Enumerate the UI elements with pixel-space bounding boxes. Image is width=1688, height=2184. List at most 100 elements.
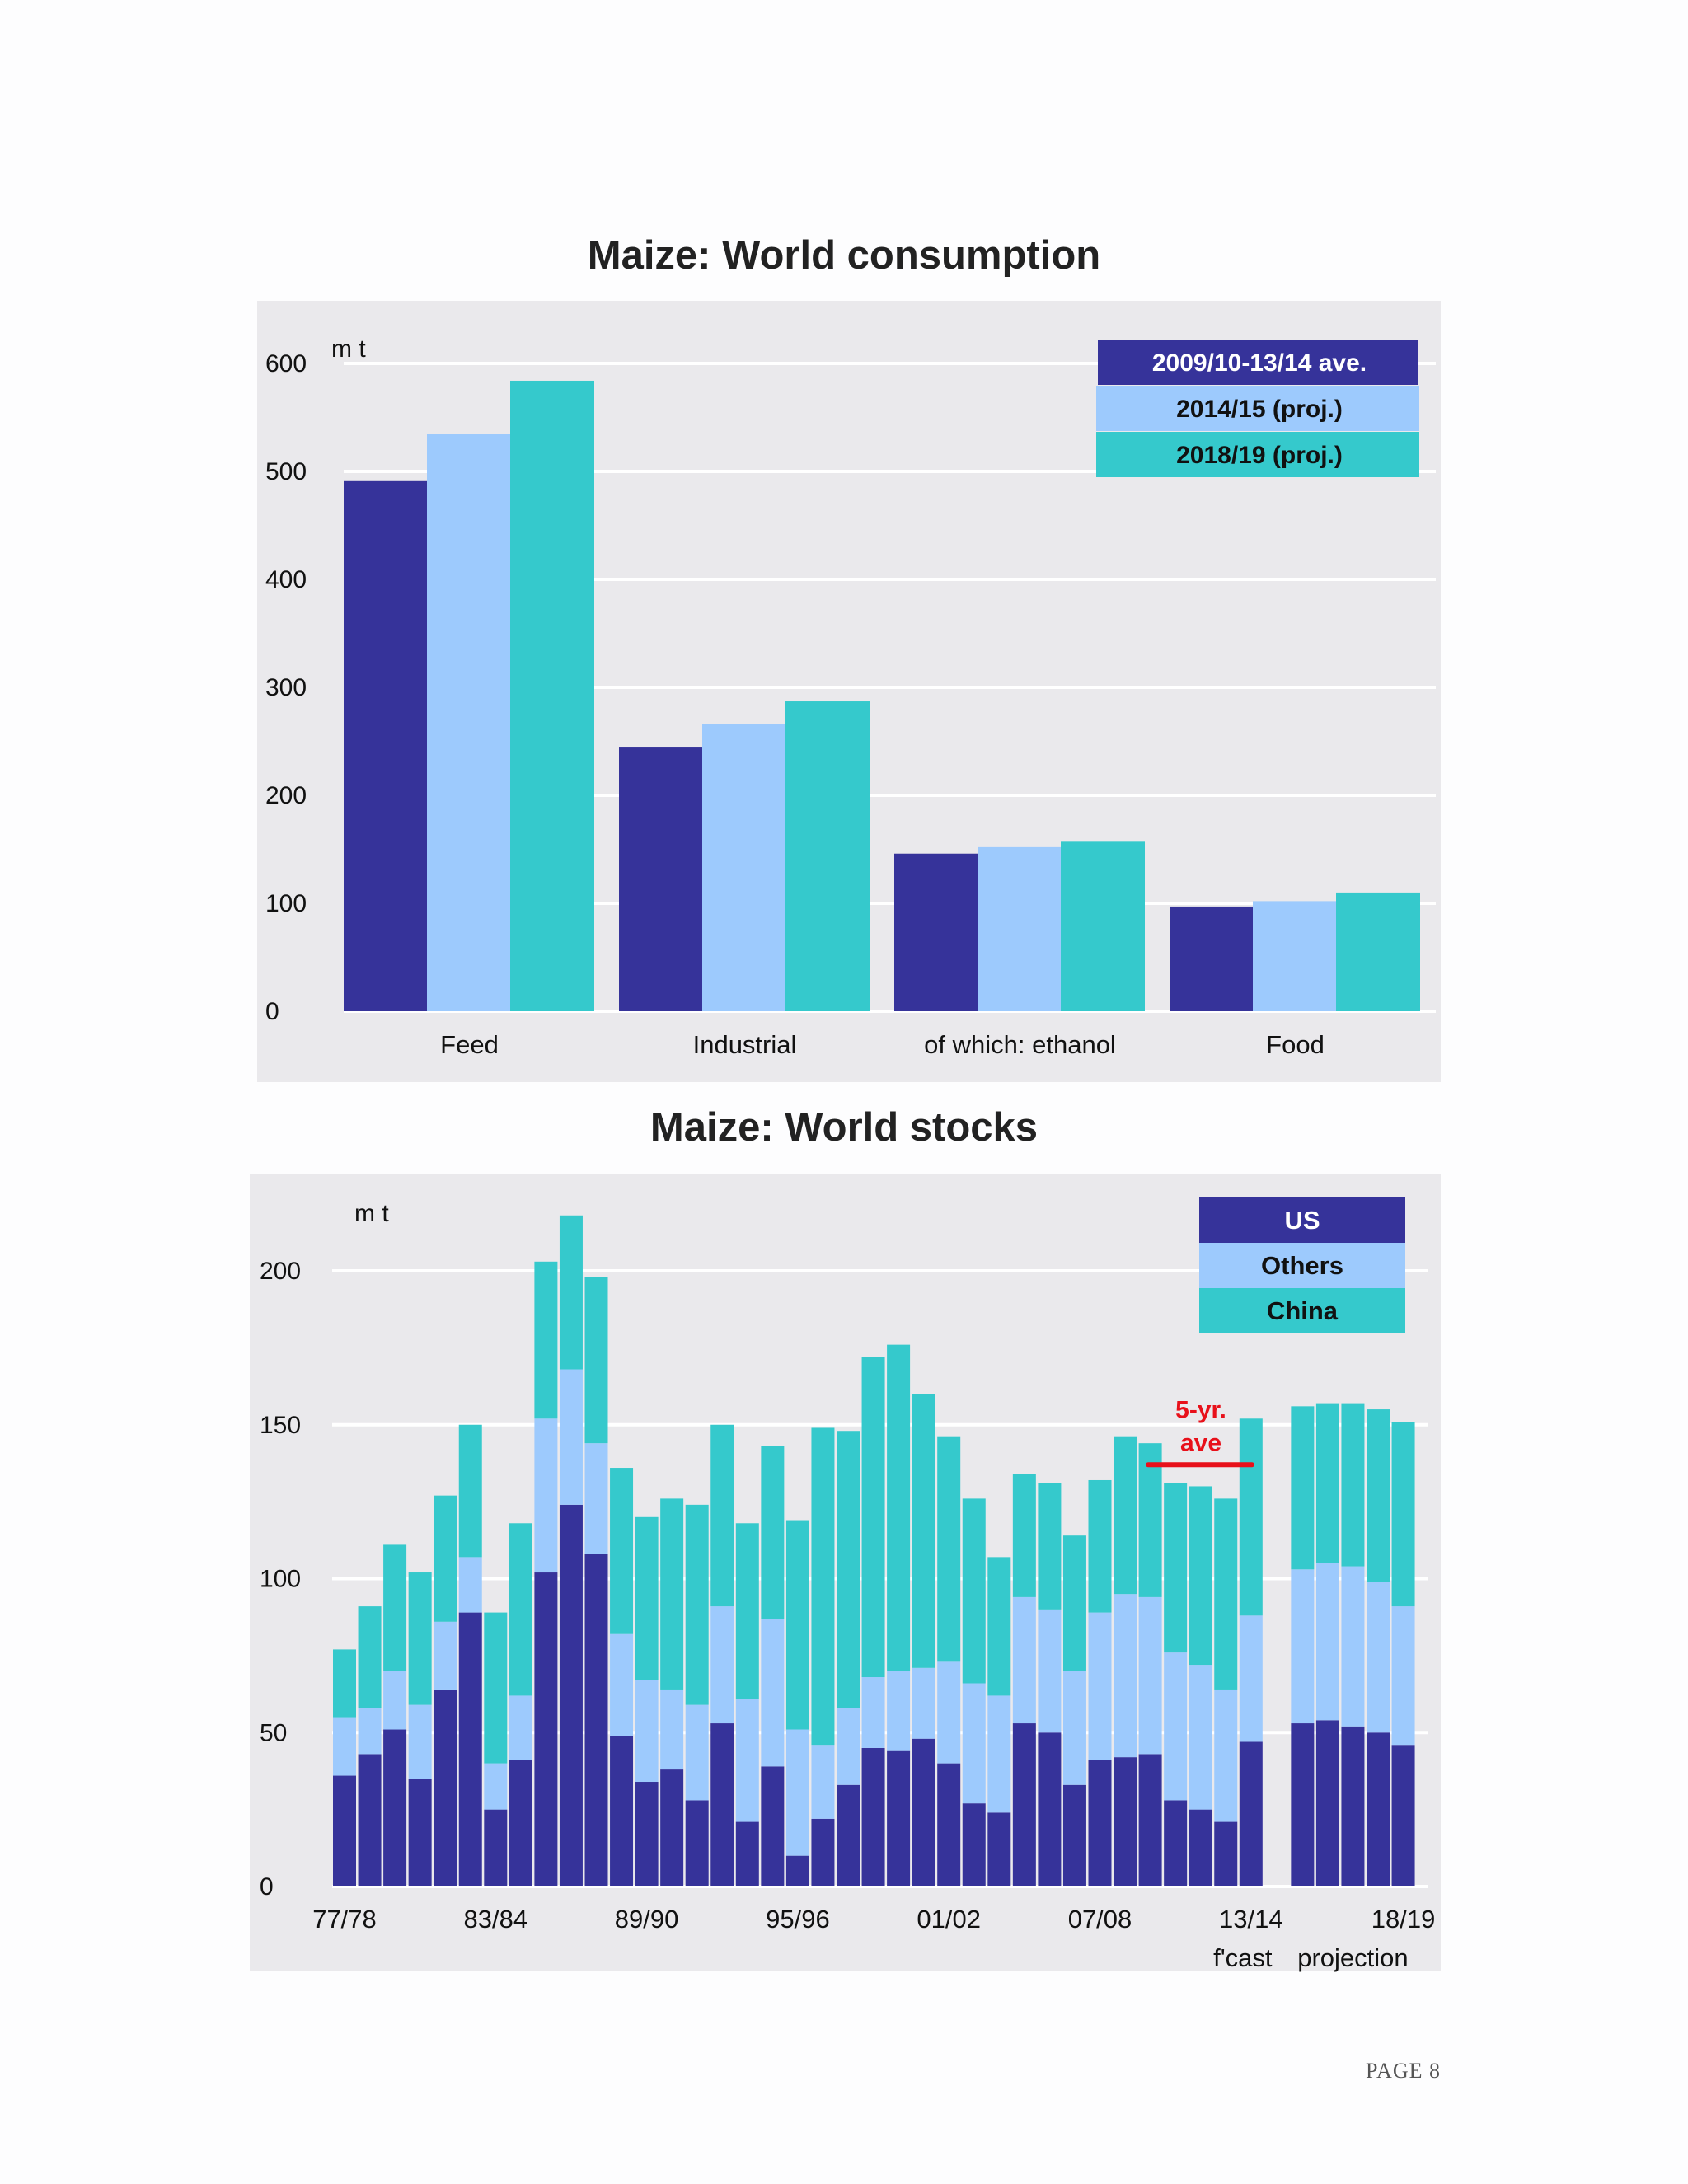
y-tick-label: 50 bbox=[260, 1719, 287, 1746]
stacked-bar-segment bbox=[1062, 1671, 1086, 1785]
stacked-bar-segment bbox=[484, 1763, 508, 1810]
stacked-bar-segment bbox=[660, 1689, 684, 1770]
x-note-fcast: f'cast bbox=[1213, 1943, 1273, 1972]
stacked-bar-segment bbox=[1038, 1609, 1062, 1733]
stacked-bar-segment bbox=[1164, 1483, 1188, 1653]
stacked-bar-segment bbox=[534, 1572, 558, 1886]
stacked-bar-segment bbox=[383, 1729, 407, 1886]
stacked-bar-segment bbox=[509, 1523, 532, 1696]
stacked-bar-segment bbox=[534, 1418, 558, 1573]
y-tick-label: 200 bbox=[260, 1258, 301, 1285]
legend-swatch bbox=[1096, 432, 1419, 477]
stocks-chart-title: Maize: World stocks bbox=[649, 1105, 1039, 1150]
stacked-bar-segment bbox=[509, 1760, 532, 1886]
stacked-bar-segment bbox=[1088, 1479, 1112, 1613]
y-tick-label: 400 bbox=[265, 566, 307, 593]
stacked-bar-segment bbox=[610, 1468, 634, 1634]
y-tick-label: 0 bbox=[260, 1873, 274, 1900]
stacked-bar-segment bbox=[811, 1427, 835, 1746]
stacked-bar-segment bbox=[610, 1633, 634, 1736]
stacked-bar-segment bbox=[987, 1812, 1011, 1886]
stacked-bar-segment bbox=[1367, 1582, 1390, 1733]
consumption-chart-panel: 0 100 200 300 400 500 600 m t Feed Industrial of w… bbox=[257, 301, 1441, 1082]
stocks-chart-panel: 0 50 100 150 200 m t 77/78 83/84 89/90 95/96 01/02… bbox=[250, 1174, 1441, 1972]
stacked-bar-segment bbox=[1114, 1594, 1137, 1758]
stacked-bar-segment bbox=[735, 1523, 759, 1699]
legend-swatch bbox=[1096, 386, 1419, 431]
stacked-bar-segment bbox=[887, 1671, 911, 1751]
stacked-bar-segment bbox=[761, 1619, 785, 1767]
stacked-bar-segment bbox=[458, 1612, 482, 1886]
stacked-bar-segment bbox=[584, 1277, 608, 1444]
stacked-bar-segment bbox=[333, 1717, 356, 1776]
stacked-bar-segment bbox=[584, 1554, 608, 1886]
stacked-bar-segment bbox=[685, 1800, 709, 1886]
stacked-bar-segment bbox=[710, 1424, 734, 1607]
stacked-bar-segment bbox=[912, 1738, 935, 1886]
stacked-bar-segment bbox=[1088, 1612, 1112, 1760]
stacked-bar-segment bbox=[358, 1606, 382, 1708]
stacked-bar-segment bbox=[1341, 1566, 1365, 1727]
stacked-bar-segment bbox=[785, 1520, 809, 1730]
stacked-bar-segment bbox=[937, 1436, 961, 1662]
stacked-bar-segment bbox=[1315, 1403, 1339, 1563]
stacked-bar-segment bbox=[1341, 1403, 1365, 1567]
bar bbox=[1336, 892, 1420, 1011]
stacked-bar-segment bbox=[837, 1431, 860, 1708]
y-tick-label: 150 bbox=[260, 1412, 301, 1439]
x-tick-label: 77/78 bbox=[312, 1905, 377, 1933]
stacked-bar-segment bbox=[1012, 1474, 1036, 1597]
stacked-bar-segment bbox=[1138, 1596, 1162, 1755]
stacked-bar-segment bbox=[1189, 1486, 1212, 1666]
x-tick-label: 95/96 bbox=[766, 1905, 830, 1933]
stacked-bar-segment bbox=[861, 1747, 885, 1886]
stacked-bar-segment bbox=[861, 1677, 885, 1748]
stacked-bar-segment bbox=[484, 1809, 508, 1886]
y-axis-unit-label: m t bbox=[331, 335, 366, 363]
legend-label: US bbox=[1284, 1206, 1320, 1235]
stacked-bar-segment bbox=[761, 1446, 785, 1619]
stacked-bar-segment bbox=[937, 1763, 961, 1886]
stacked-bar-segment bbox=[1114, 1757, 1137, 1886]
stacked-bar-segment bbox=[1315, 1563, 1339, 1721]
stacked-bar-segment bbox=[660, 1769, 684, 1886]
stacked-bar-segment bbox=[1062, 1784, 1086, 1886]
stacked-bar-segment bbox=[559, 1369, 583, 1505]
stacked-bar-segment bbox=[1189, 1809, 1212, 1886]
stacked-bar-segment bbox=[333, 1649, 356, 1718]
y-tick-label: 300 bbox=[265, 674, 307, 701]
stacked-bar-segment bbox=[660, 1498, 684, 1690]
stacked-bar-segment bbox=[1138, 1754, 1162, 1886]
stacked-bar-segment bbox=[912, 1667, 935, 1739]
legend-swatch bbox=[1199, 1288, 1405, 1333]
stacked-bar-segment bbox=[509, 1695, 532, 1760]
x-tick-label: 13/14 bbox=[1219, 1905, 1283, 1933]
stacked-bar-segment bbox=[434, 1689, 457, 1886]
y-axis-unit-label: m t bbox=[354, 1200, 389, 1227]
consumption-chart-title: Maize: World consumption bbox=[587, 233, 1101, 278]
x-tick-label: 01/02 bbox=[917, 1905, 981, 1933]
stacked-bar-segment bbox=[1291, 1723, 1315, 1886]
stacked-bar-segment bbox=[358, 1754, 382, 1886]
x-tick-label: 18/19 bbox=[1372, 1905, 1436, 1933]
stacked-bar-segment bbox=[785, 1729, 809, 1856]
stacked-bar-segment bbox=[559, 1504, 583, 1886]
stacked-bar-segment bbox=[383, 1544, 407, 1671]
stacked-bar-segment bbox=[1391, 1606, 1415, 1746]
legend-label: 2009/10-13/14 ave. bbox=[1152, 349, 1367, 377]
stacked-bar-segment bbox=[1214, 1498, 1238, 1690]
stacked-bar-segment bbox=[1164, 1800, 1188, 1886]
x-category-label: Food bbox=[1266, 1030, 1325, 1059]
page-number: PAGE 8 bbox=[1365, 2059, 1441, 2083]
stacked-bar-segment bbox=[1062, 1535, 1086, 1671]
stacked-bar-segment bbox=[987, 1695, 1011, 1813]
stacked-bar-segment bbox=[1239, 1615, 1263, 1742]
stacked-bar-segment bbox=[685, 1704, 709, 1801]
stacked-bar-segment bbox=[1239, 1741, 1263, 1886]
stacked-bar-segment bbox=[887, 1344, 911, 1671]
stacked-bar-segment bbox=[887, 1750, 911, 1886]
stacked-bar-segment bbox=[1391, 1745, 1415, 1886]
x-note-projection: projection bbox=[1297, 1943, 1408, 1972]
legend-label: Others bbox=[1261, 1251, 1343, 1280]
stacked-bar-segment bbox=[434, 1495, 457, 1622]
